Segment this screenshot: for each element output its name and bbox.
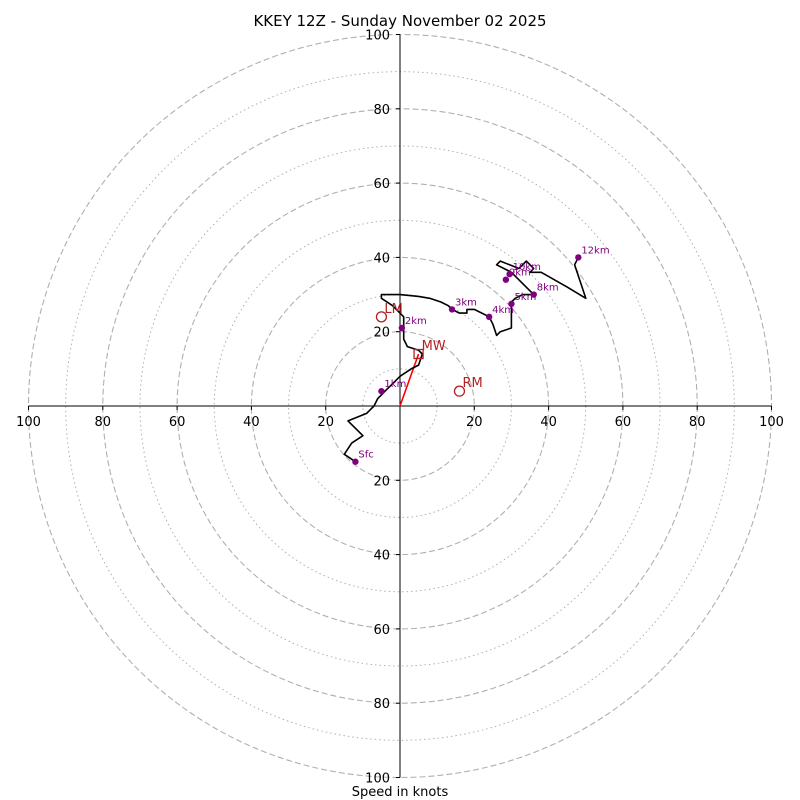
y-tick-label: 100 xyxy=(365,772,390,787)
storm-motion-label-lm: LM xyxy=(384,302,402,317)
y-tick-label: 60 xyxy=(373,623,390,638)
storm-motion-lm xyxy=(375,311,388,323)
x-tick-label: 60 xyxy=(169,415,186,430)
height-marker-Sfc xyxy=(352,458,359,465)
height-label-8km: 8km xyxy=(537,283,559,294)
tick-labels: 100 80 60 40 20 20 40 60 80 100 100 80 60 40 20 20 40 60 8… xyxy=(16,29,784,787)
height-label-2km: 2km xyxy=(405,316,427,327)
storm-motion-rm xyxy=(453,385,466,397)
mean-wind-vector xyxy=(399,353,420,407)
height-label-4km: 4km xyxy=(492,305,514,316)
y-tick-label: 60 xyxy=(373,177,390,192)
height-label-Sfc: Sfc xyxy=(358,450,373,461)
hodograph-trace xyxy=(343,257,587,463)
x-tick-label: 40 xyxy=(243,415,260,430)
y-tick-label: 80 xyxy=(373,697,390,712)
x-tick-label: 20 xyxy=(466,415,483,430)
height-marker-3km xyxy=(448,306,456,313)
height-label-1km: 1km xyxy=(384,379,406,390)
x-tick-label: 20 xyxy=(317,415,334,430)
storm-motion-markers: LM RM MW xyxy=(375,302,483,397)
y-tick-label: 20 xyxy=(373,474,390,489)
x-tick-label: 80 xyxy=(689,415,706,430)
y-tick-label: 80 xyxy=(373,103,390,118)
mean-wind-vector-layer xyxy=(399,353,420,407)
height-label-9km: 9km xyxy=(509,268,531,279)
x-tick-label: 40 xyxy=(540,415,557,430)
y-tick-label: 100 xyxy=(365,29,390,44)
height-marker-8km xyxy=(530,291,537,298)
height-label-10km: 10km xyxy=(513,262,541,273)
storm-motion-label-rm: RM xyxy=(462,376,482,391)
height-marker-1km xyxy=(378,387,385,395)
height-marker-12km xyxy=(575,254,582,261)
height-marker-10km xyxy=(506,270,513,278)
y-tick-label: 40 xyxy=(373,251,390,266)
hodograph-trace-layer xyxy=(343,257,587,463)
y-tick-label: 20 xyxy=(373,326,390,341)
x-tick-label: 60 xyxy=(615,415,632,430)
x-tick-label: 80 xyxy=(95,415,112,430)
height-label-5km: 5km xyxy=(514,292,536,303)
x-tick-label: 100 xyxy=(16,415,41,430)
y-tick-label: 40 xyxy=(373,549,390,564)
x-tick-label: 100 xyxy=(759,415,784,430)
chart-title: KKEY 12Z - Sunday November 02 2025 xyxy=(253,12,546,30)
height-label-3km: 3km xyxy=(455,297,477,308)
height-marker-4km xyxy=(485,313,493,321)
storm-motion-mw xyxy=(413,348,424,360)
height-marker-2km xyxy=(398,324,406,332)
x-axis-label: Speed in knots xyxy=(352,785,449,800)
storm-motion-label-mw: MW xyxy=(422,339,446,354)
height-marker-5km xyxy=(508,300,515,308)
height-marker-9km xyxy=(502,276,510,283)
height-label-12km: 12km xyxy=(581,245,609,256)
